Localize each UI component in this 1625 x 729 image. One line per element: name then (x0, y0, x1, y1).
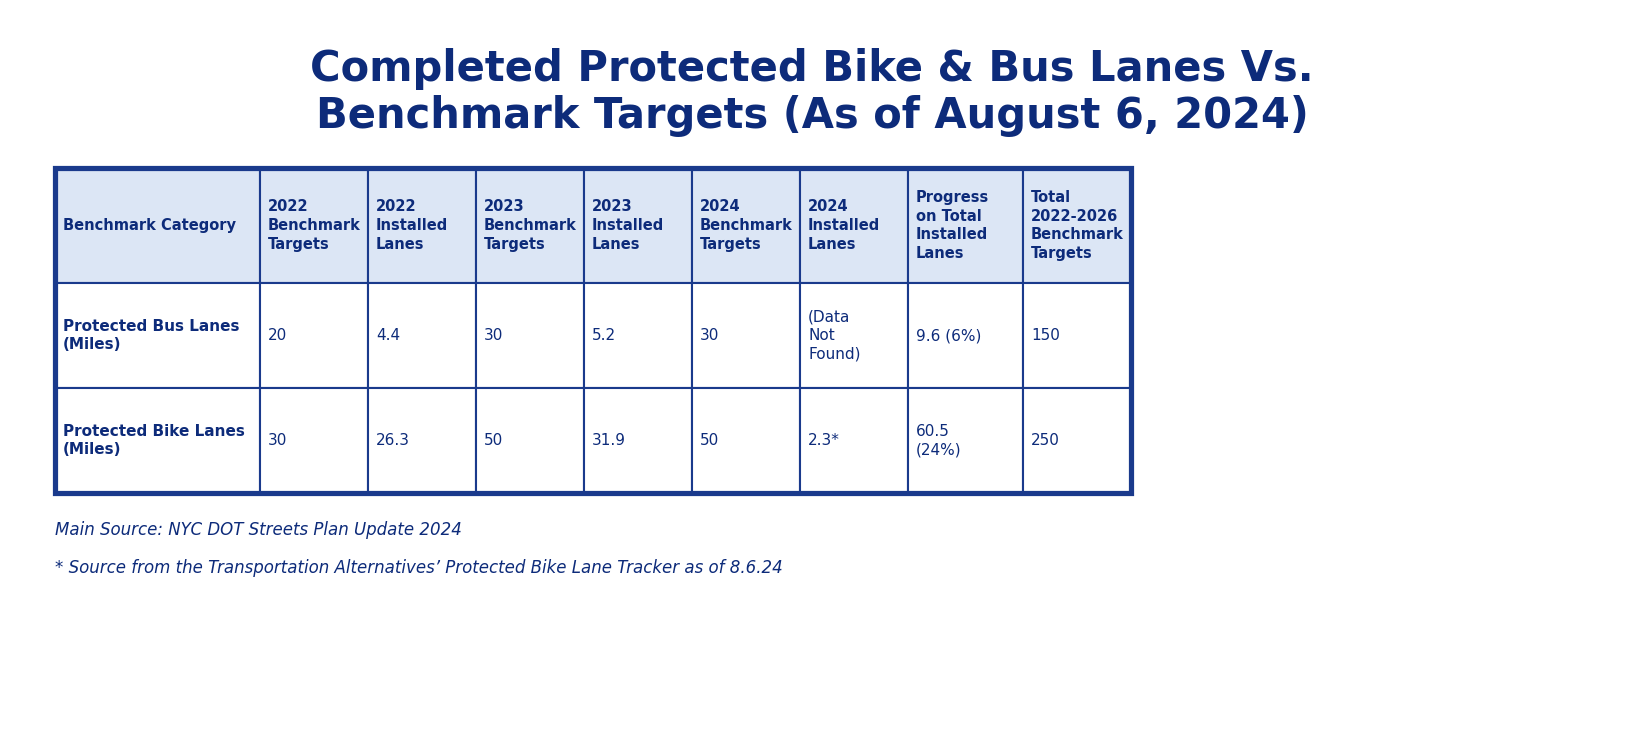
Text: 60.5
(24%): 60.5 (24%) (916, 424, 962, 457)
Bar (583, 168, 692, 283)
Text: 31.9: 31.9 (592, 433, 626, 448)
Text: 2024
Benchmark
Targets: 2024 Benchmark Targets (700, 200, 793, 252)
Text: Progress
on Total
Installed
Lanes: Progress on Total Installed Lanes (916, 190, 990, 261)
Text: 2022
Installed
Lanes: 2022 Installed Lanes (375, 200, 448, 252)
Bar (367, 388, 476, 493)
Bar (260, 283, 367, 388)
Bar (1024, 283, 1131, 388)
Text: 30: 30 (268, 433, 288, 448)
Text: 50: 50 (484, 433, 504, 448)
Text: (Data
Not
Found): (Data Not Found) (808, 309, 861, 362)
Bar (908, 388, 1024, 493)
Bar (55, 168, 1131, 493)
Text: 26.3: 26.3 (375, 433, 410, 448)
Bar (260, 168, 367, 283)
Bar (476, 168, 583, 283)
Text: 30: 30 (700, 328, 720, 343)
Text: 50: 50 (700, 433, 720, 448)
Text: 250: 250 (1030, 433, 1060, 448)
Bar (692, 283, 800, 388)
Text: 9.6 (6%): 9.6 (6%) (916, 328, 982, 343)
Text: 2023
Installed
Lanes: 2023 Installed Lanes (592, 200, 665, 252)
Text: Main Source: NYC DOT Streets Plan Update 2024: Main Source: NYC DOT Streets Plan Update… (55, 521, 461, 539)
Bar (800, 283, 908, 388)
Bar (1024, 168, 1131, 283)
Bar (800, 388, 908, 493)
Bar (692, 168, 800, 283)
Bar (476, 388, 583, 493)
Text: 4.4: 4.4 (375, 328, 400, 343)
Bar (260, 388, 367, 493)
Bar (908, 283, 1024, 388)
Text: 5.2: 5.2 (592, 328, 616, 343)
Bar (476, 283, 583, 388)
Text: 2.3*: 2.3* (808, 433, 840, 448)
Bar (692, 388, 800, 493)
Text: 30: 30 (484, 328, 504, 343)
Text: * Source from the Transportation Alternatives’ Protected Bike Lane Tracker as of: * Source from the Transportation Alterna… (55, 559, 783, 577)
Text: 2023
Benchmark
Targets: 2023 Benchmark Targets (484, 200, 577, 252)
Text: 20: 20 (268, 328, 288, 343)
Text: Total
2022-2026
Benchmark
Targets: Total 2022-2026 Benchmark Targets (1030, 190, 1124, 261)
Text: Benchmark Category: Benchmark Category (63, 218, 236, 233)
Bar (55, 388, 260, 493)
Text: 150: 150 (1030, 328, 1060, 343)
Bar (1024, 388, 1131, 493)
Bar (583, 388, 692, 493)
Bar (800, 168, 908, 283)
Bar (55, 168, 260, 283)
Text: 2024
Installed
Lanes: 2024 Installed Lanes (808, 200, 881, 252)
Bar (583, 283, 692, 388)
Text: Benchmark Targets (As of August 6, 2024): Benchmark Targets (As of August 6, 2024) (315, 95, 1308, 137)
Text: Protected Bus Lanes
(Miles): Protected Bus Lanes (Miles) (63, 319, 239, 352)
Text: Protected Bike Lanes
(Miles): Protected Bike Lanes (Miles) (63, 424, 245, 457)
Bar (55, 283, 260, 388)
Text: 2022
Benchmark
Targets: 2022 Benchmark Targets (268, 200, 361, 252)
Bar (367, 283, 476, 388)
Bar (367, 168, 476, 283)
Text: Completed Protected Bike & Bus Lanes Vs.: Completed Protected Bike & Bus Lanes Vs. (310, 48, 1313, 90)
Bar (908, 168, 1024, 283)
